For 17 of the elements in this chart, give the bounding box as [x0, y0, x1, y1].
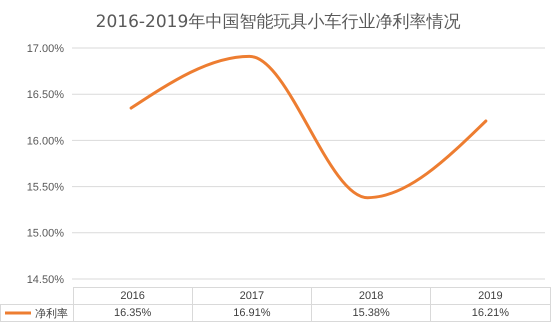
x-tick-label: 2019 — [430, 288, 550, 304]
y-tick-label: 16.50% — [26, 89, 64, 102]
y-tick-label: 16.00% — [26, 135, 64, 148]
data-label: 16.35% — [73, 304, 192, 322]
y-tick-label: 15.00% — [26, 228, 64, 240]
line-series — [130, 54, 488, 200]
legend-label: 净利率 — [35, 306, 68, 320]
y-tick-label: 15.50% — [26, 182, 64, 194]
y-tick-label: 14.50% — [26, 274, 64, 286]
x-tick-label: 2016 — [73, 288, 192, 304]
data-label: 16.91% — [192, 304, 312, 322]
data-label: 15.38% — [312, 304, 431, 322]
x-tick-label: 2018 — [312, 288, 431, 304]
y-tick-label: 17.00% — [26, 42, 64, 55]
chart-title: 2016-2019年中国智能玩具小车行业净利率情况 — [94, 11, 462, 33]
data-label: 16.21% — [430, 304, 550, 322]
x-tick-label: 2017 — [192, 288, 312, 304]
